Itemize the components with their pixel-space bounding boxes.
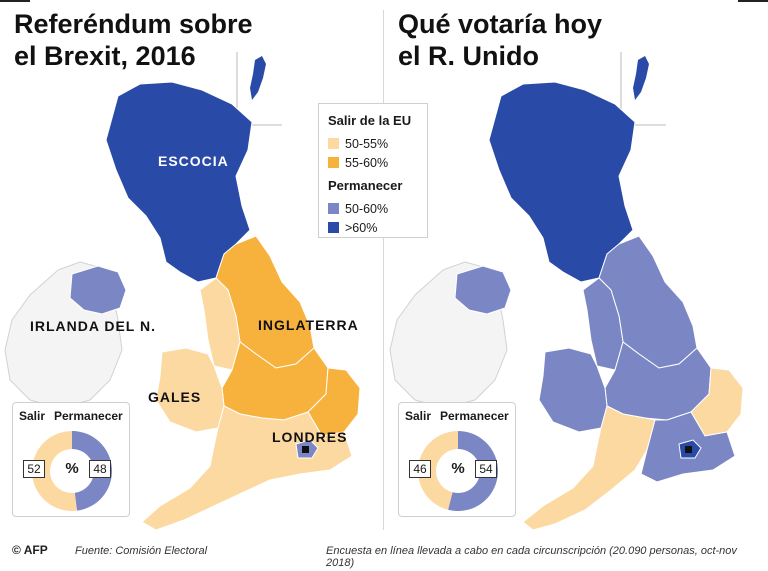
donut-salir-label: Salir <box>19 409 46 423</box>
region-north-west <box>199 277 241 371</box>
swatch-leave-55-60 <box>328 157 339 168</box>
donut-segment-salir <box>32 431 78 511</box>
label-irlanda: IRLANDA DEL N. <box>30 318 156 334</box>
right-title: Qué votaría hoy el R. Unido <box>398 8 602 72</box>
shetland-region <box>250 56 266 100</box>
label-londres: LONDRES <box>272 429 348 445</box>
donut-permanecer-label: Permanecer <box>440 409 509 423</box>
top-rule-left <box>0 0 30 2</box>
donut-permanecer-value: 54 <box>475 460 497 478</box>
swatch-remain-50-60 <box>328 203 339 214</box>
donut-referendum-2016: Salir Permanecer 52 % 48 <box>12 402 130 517</box>
donut-center-symbol: % <box>451 460 465 477</box>
left-title: Referéndum sobre el Brexit, 2016 <box>14 8 253 72</box>
region-northern-ireland <box>454 265 512 315</box>
legend-leave-title: Salir de la EU <box>328 113 412 128</box>
region-northern-ireland <box>69 265 127 315</box>
legend-label: 50-60% <box>345 201 389 216</box>
panel-divider <box>383 10 384 530</box>
donut-center-symbol: % <box>65 460 79 477</box>
london-marker-icon <box>302 446 309 453</box>
left-title-line1: Referéndum sobre <box>14 9 253 39</box>
donut-permanecer-label: Permanecer <box>54 409 123 423</box>
donut-salir-value: 46 <box>409 460 431 478</box>
donut-poll-2018: Salir Permanecer 46 % 54 <box>398 402 516 517</box>
right-title-line2: el R. Unido <box>398 41 539 71</box>
map-legend: Salir de la EU 50-55% 55-60% Permanecer … <box>318 103 428 238</box>
legend-label: 55-60% <box>345 155 389 170</box>
afp-credit-logo: © AFP <box>12 543 48 557</box>
map-referendum-2016 <box>0 0 383 540</box>
donut-chart <box>32 431 113 511</box>
shetland-region <box>633 56 649 100</box>
region-south-england <box>141 405 353 531</box>
legend-label: >60% <box>345 220 378 235</box>
top-rule-right <box>738 0 768 2</box>
donut-segment-salir <box>418 431 458 510</box>
region-south-west <box>522 405 656 531</box>
label-gales: GALES <box>148 389 202 405</box>
legend-item-leave-50-55: 50-55% <box>328 134 418 153</box>
swatch-leave-50-55 <box>328 138 339 149</box>
legend-item-remain-50-60: 50-60% <box>328 199 418 218</box>
region-north-west <box>582 277 624 371</box>
donut-chart <box>418 431 498 511</box>
label-inglaterra: INGLATERRA <box>258 317 359 333</box>
swatch-remain-60-plus <box>328 222 339 233</box>
donut-segment-permanecer <box>448 431 498 511</box>
legend-remain-title: Permanecer <box>328 178 403 193</box>
legend-item-leave-55-60: 55-60% <box>328 153 418 172</box>
source-note: Fuente: Comisión Electoral <box>75 545 208 557</box>
survey-note: Encuesta en línea llevada a cabo en cada… <box>326 545 737 569</box>
left-title-line2: el Brexit, 2016 <box>14 41 196 71</box>
donut-salir-label: Salir <box>405 409 432 423</box>
map-poll-2018 <box>385 0 768 540</box>
donut-segment-permanecer <box>72 431 113 511</box>
donut-permanecer-value: 48 <box>89 460 111 478</box>
legend-label: 50-55% <box>345 136 389 151</box>
london-marker-icon <box>685 446 692 453</box>
right-title-line1: Qué votaría hoy <box>398 9 603 39</box>
donut-salir-value: 52 <box>23 460 45 478</box>
label-escocia: ESCOCIA <box>158 153 229 169</box>
legend-item-remain-60-plus: >60% <box>328 218 418 237</box>
